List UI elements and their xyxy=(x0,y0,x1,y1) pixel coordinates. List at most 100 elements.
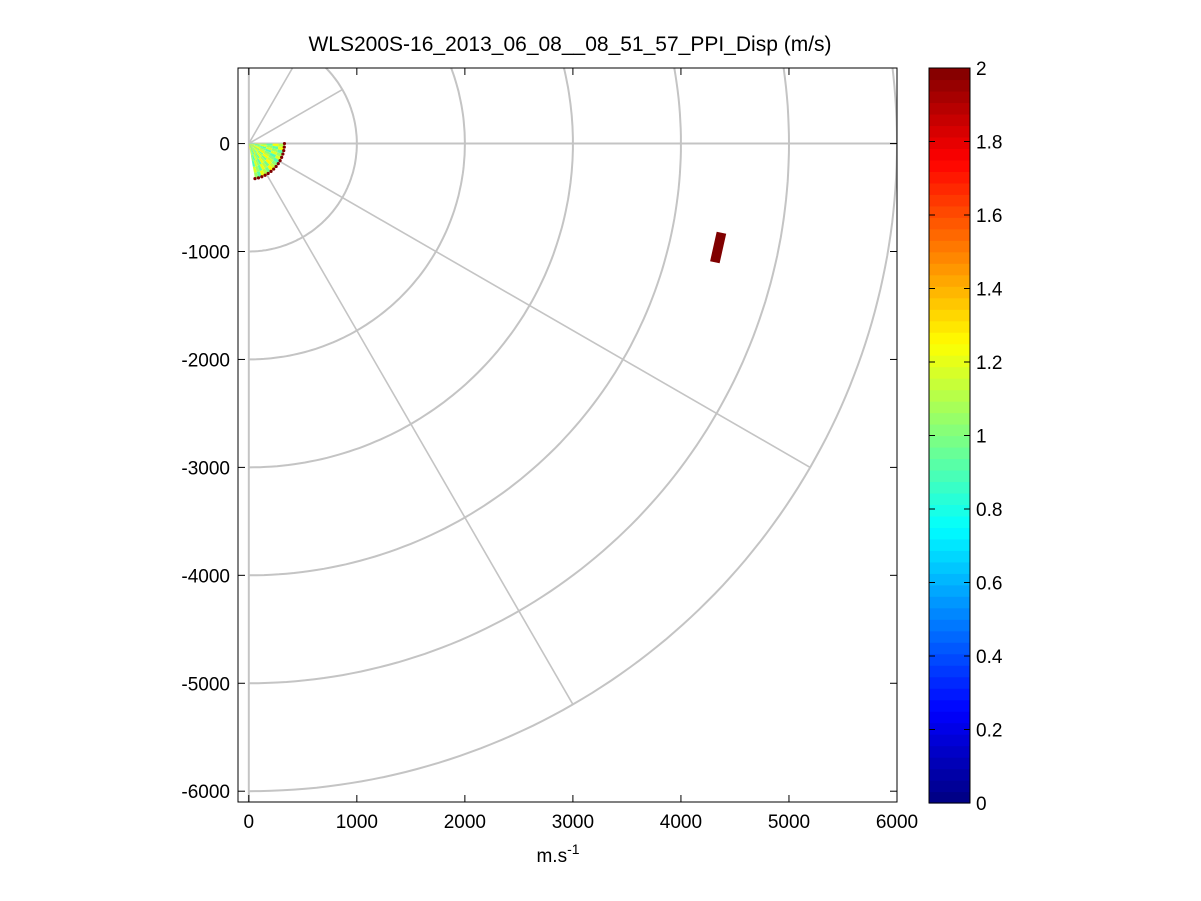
scan-edge-marker xyxy=(282,145,286,149)
data-layer xyxy=(248,141,727,264)
colorbar-swatch xyxy=(929,194,970,207)
colorbar-swatch xyxy=(929,102,970,115)
scan-cell xyxy=(270,150,278,156)
scan-cell xyxy=(256,152,262,158)
x-tick-label: 5000 xyxy=(768,812,810,833)
scan-cell xyxy=(259,148,266,153)
x-axis-label-base: m.s xyxy=(536,846,567,867)
scan-cell xyxy=(261,162,268,169)
colorbar-swatch xyxy=(929,263,970,276)
y-tick-label: -5000 xyxy=(181,674,230,695)
isolated-cell xyxy=(710,231,727,264)
colorbar-swatch xyxy=(929,469,970,483)
colorbar-tick-label: 0.4 xyxy=(976,647,1003,668)
colorbar-swatch xyxy=(929,573,970,586)
colorbar-swatch xyxy=(929,515,970,528)
scan-cell xyxy=(265,148,272,153)
radial-line xyxy=(248,88,343,145)
scan-cell xyxy=(265,147,273,151)
scan-cell xyxy=(252,154,256,161)
scan-edge-marker xyxy=(272,167,276,171)
colorbar-tick-label: 0.8 xyxy=(976,500,1002,521)
scan-cell xyxy=(250,149,254,155)
colorbar-swatch xyxy=(929,424,970,437)
colorbar-swatch xyxy=(929,481,970,494)
colorbar-swatch xyxy=(929,366,970,379)
colorbar-swatch xyxy=(929,90,970,104)
scan-cell xyxy=(251,148,255,155)
scan-cell xyxy=(258,149,265,154)
scan-cell xyxy=(254,145,261,149)
scan-cell xyxy=(248,143,251,150)
scan-edge-marker xyxy=(269,169,273,174)
colorbar-swatch xyxy=(929,136,970,149)
colorbar-tick-label: 1.6 xyxy=(976,206,1002,227)
colorbar-swatch xyxy=(929,389,970,402)
colorbar-swatch xyxy=(929,446,970,460)
scan-cell xyxy=(248,143,254,147)
scan-cell xyxy=(248,143,252,149)
y-tick-label: -3000 xyxy=(181,458,230,479)
scan-cell xyxy=(253,147,258,153)
x-tick-label: 4000 xyxy=(660,812,702,833)
x-tick-label: 1000 xyxy=(336,812,378,833)
scan-cell xyxy=(267,164,274,172)
scan-cell xyxy=(266,143,273,146)
y-axis: 0 -1000 -2000 -3000 -4000 -5000 -6000 xyxy=(181,135,897,803)
colorbar-tick-label: 1.2 xyxy=(976,353,1002,374)
scan-cell xyxy=(252,166,257,173)
scan-cell xyxy=(261,155,267,161)
scan-edge-marker xyxy=(274,164,278,169)
colorbar-swatch xyxy=(929,688,970,701)
colorbar-swatch xyxy=(929,412,970,425)
scan-edge-marker xyxy=(282,141,287,146)
scan-cell xyxy=(267,156,274,163)
colorbar-swatch xyxy=(929,527,970,540)
scan-cell xyxy=(254,153,259,160)
scan-cell xyxy=(260,143,267,146)
scan-cell xyxy=(255,152,260,159)
colorbar-swatch xyxy=(929,757,970,770)
scan-cell xyxy=(258,157,264,164)
colorbar-swatch xyxy=(929,286,970,299)
scan-cell xyxy=(248,143,253,149)
colorbar-swatch xyxy=(929,297,970,310)
scan-cell xyxy=(249,149,252,156)
colorbar-swatch xyxy=(929,596,970,609)
scan-cell xyxy=(248,143,252,150)
scan-edge-marker xyxy=(253,177,257,181)
scan-edge-marker xyxy=(278,158,282,163)
colorbar-tick-label: 1 xyxy=(976,427,987,448)
y-tick-label: 0 xyxy=(219,135,230,156)
scan-cell xyxy=(269,152,277,158)
scan-edge-marker xyxy=(280,155,284,159)
scan-cell xyxy=(259,163,265,170)
colorbar-swatch xyxy=(929,734,970,747)
colorbar-swatch xyxy=(929,309,970,322)
colorbar-swatch xyxy=(929,159,970,172)
scan-cell xyxy=(260,144,267,148)
scan-cell xyxy=(248,143,255,146)
y-tick-label: -2000 xyxy=(181,350,230,371)
scan-cell xyxy=(259,147,266,151)
scan-cell xyxy=(272,143,279,147)
scan-edge-marker xyxy=(266,171,270,176)
scan-cell xyxy=(248,143,251,150)
x-tick-label: 2000 xyxy=(444,812,486,833)
colorbar-swatch xyxy=(929,171,970,184)
colorbar-swatch xyxy=(929,320,970,333)
scan-cell xyxy=(264,150,271,155)
scan-cell xyxy=(248,143,255,146)
scan-cell xyxy=(257,151,263,157)
scan-cell xyxy=(254,144,261,148)
colorbar-swatch xyxy=(929,768,970,781)
colorbar-swatch xyxy=(929,79,970,92)
colorbar-tick-label: 0.2 xyxy=(976,721,1002,742)
chart-title: WLS200S-16_2013_06_08__08_51_57_PPI_Disp… xyxy=(308,33,831,56)
scan-cell xyxy=(271,148,278,153)
colorbar-tick-label: 2 xyxy=(976,59,987,80)
colorbar-swatch xyxy=(929,550,970,563)
colorbar-swatch xyxy=(929,343,970,356)
colorbar-tick-label: 0.6 xyxy=(976,574,1002,595)
colorbar-swatch xyxy=(929,745,970,758)
